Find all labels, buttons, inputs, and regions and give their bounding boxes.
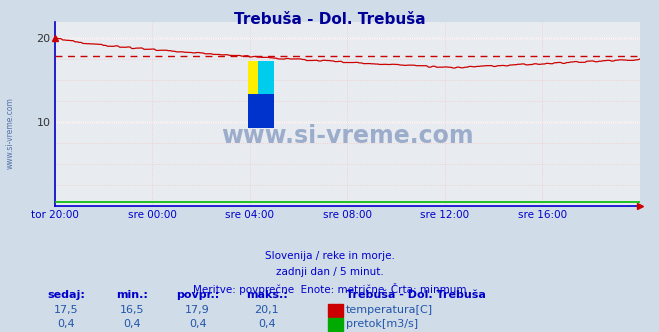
Text: 16,5: 16,5 — [119, 305, 144, 315]
Text: 0,4: 0,4 — [57, 319, 74, 329]
Text: 0,4: 0,4 — [123, 319, 140, 329]
Text: Slovenija / reke in morje.: Slovenija / reke in morje. — [264, 251, 395, 261]
Text: www.si-vreme.com: www.si-vreme.com — [221, 124, 474, 148]
Text: Meritve: povprečne  Enote: metrične  Črta: minmum: Meritve: povprečne Enote: metrične Črta:… — [192, 283, 467, 295]
Text: zadnji dan / 5 minut.: zadnji dan / 5 minut. — [275, 267, 384, 277]
Text: povpr.:: povpr.: — [176, 290, 219, 300]
Bar — [248, 61, 264, 128]
Text: 20,1: 20,1 — [254, 305, 279, 315]
Text: min.:: min.: — [116, 290, 148, 300]
Text: maks.:: maks.: — [246, 290, 288, 300]
Text: 17,9: 17,9 — [185, 305, 210, 315]
Text: www.si-vreme.com: www.si-vreme.com — [5, 97, 14, 169]
Text: 17,5: 17,5 — [53, 305, 78, 315]
Text: sedaj:: sedaj: — [47, 290, 85, 300]
Bar — [258, 61, 274, 128]
Text: 0,4: 0,4 — [189, 319, 206, 329]
Text: Trebuša - Dol. Trebuša: Trebuša - Dol. Trebuša — [234, 12, 425, 27]
Bar — [248, 94, 274, 128]
Text: pretok[m3/s]: pretok[m3/s] — [346, 319, 418, 329]
Text: 0,4: 0,4 — [258, 319, 275, 329]
Text: temperatura[C]: temperatura[C] — [346, 305, 433, 315]
Text: Trebuša - Dol. Trebuša: Trebuša - Dol. Trebuša — [346, 290, 486, 300]
